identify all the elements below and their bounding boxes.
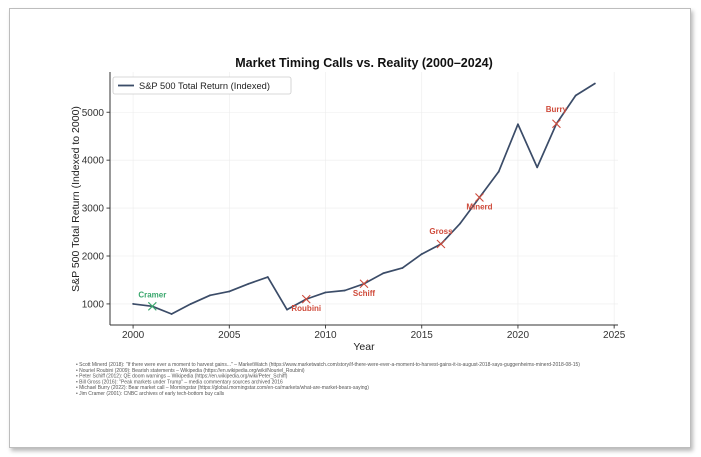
series-point xyxy=(209,294,211,297)
call-label-roubini: Roubini xyxy=(291,304,321,313)
call-label-burry: Burry xyxy=(546,105,568,114)
footnote-roubini: • Nouriel Roubini (2009): Bearish statem… xyxy=(76,368,305,374)
footnote-burry: • Michael Burry (2022): Bear market call… xyxy=(76,385,369,391)
series-point xyxy=(420,253,423,255)
call-marker-stroke xyxy=(147,301,157,311)
y-tick-label: 1000 xyxy=(82,299,105,310)
call-marker-schiff xyxy=(359,279,369,289)
footnote-gross: • Bill Gross (2016): "Peak markets under… xyxy=(76,379,283,385)
call-marker-cramer xyxy=(147,301,157,311)
x-tick-label: 2000 xyxy=(122,330,145,341)
series-point xyxy=(343,289,346,292)
series-point xyxy=(286,308,288,311)
legend: S&P 500 Total Return (Indexed) xyxy=(112,76,292,95)
x-tick-label: 2005 xyxy=(218,330,241,341)
series-layer xyxy=(132,82,596,315)
call-marker-roubini xyxy=(301,294,311,304)
y-tick-label: 5000 xyxy=(82,108,105,119)
call-marker-stroke xyxy=(475,193,484,202)
series-point xyxy=(574,94,577,97)
series-point xyxy=(401,267,404,269)
footnote-cramer: • Jim Cramer (2001): CNBC archives of ea… xyxy=(76,391,225,397)
x-tick-label: 2020 xyxy=(507,330,530,341)
y-axis-label: S&P 500 Total Return (Indexed to 2000) xyxy=(70,106,82,292)
series-point xyxy=(594,82,596,85)
call-marker-stroke xyxy=(436,239,446,249)
grid-lines xyxy=(110,72,618,325)
y-tick-label: 4000 xyxy=(82,156,105,167)
series-point xyxy=(459,222,462,225)
series-point xyxy=(170,313,173,315)
call-label-minerd: Minerd xyxy=(466,203,492,212)
footnotes: • Scott Minerd (2018): "If there were ev… xyxy=(76,362,580,397)
footnote-schiff: • Peter Schiff (2012): QE doom warnings … xyxy=(76,374,288,380)
y-tick-label: 3000 xyxy=(82,204,105,215)
series-point xyxy=(517,123,519,126)
series-point xyxy=(382,272,385,275)
series-point xyxy=(266,276,269,278)
call-label-cramer: Cramer xyxy=(138,290,166,299)
y-tick-label: 2000 xyxy=(82,252,105,263)
footnote-minerd: • Scott Minerd (2018): "If there were ev… xyxy=(76,362,580,368)
x-tick-label: 2010 xyxy=(314,330,337,341)
call-label-gross: Gross xyxy=(429,227,453,236)
call-label-schiff: Schiff xyxy=(353,289,376,298)
call-marker-minerd xyxy=(475,193,484,202)
series-line-sp500 xyxy=(132,82,596,315)
call-marker-stroke xyxy=(359,279,369,289)
series-point xyxy=(228,290,231,293)
series-point xyxy=(536,166,539,169)
series-point xyxy=(132,303,134,305)
axes: 2000 2005 2010 2015 2020 2025 1000 2000 3000 4000… xyxy=(82,72,626,341)
series-point xyxy=(497,170,500,173)
series-point xyxy=(324,291,327,294)
legend-box xyxy=(112,76,292,95)
call-marker-burry xyxy=(552,119,561,129)
call-annotations: Cramer Roubini Schiff Gross Minerd Burry xyxy=(138,105,567,313)
x-tick-label: 2025 xyxy=(603,330,626,341)
x-axis-label: Year xyxy=(353,341,375,353)
series-point xyxy=(189,303,192,305)
chart-title: Market Timing Calls vs. Reality (2000–20… xyxy=(235,56,493,70)
call-marker-stroke xyxy=(301,294,311,304)
legend-entry-label: S&P 500 Total Return (Indexed) xyxy=(139,81,270,91)
x-tick-label: 2015 xyxy=(411,330,434,341)
call-marker-stroke xyxy=(552,119,561,129)
series-point xyxy=(247,282,250,285)
call-marker-gross xyxy=(436,239,446,249)
